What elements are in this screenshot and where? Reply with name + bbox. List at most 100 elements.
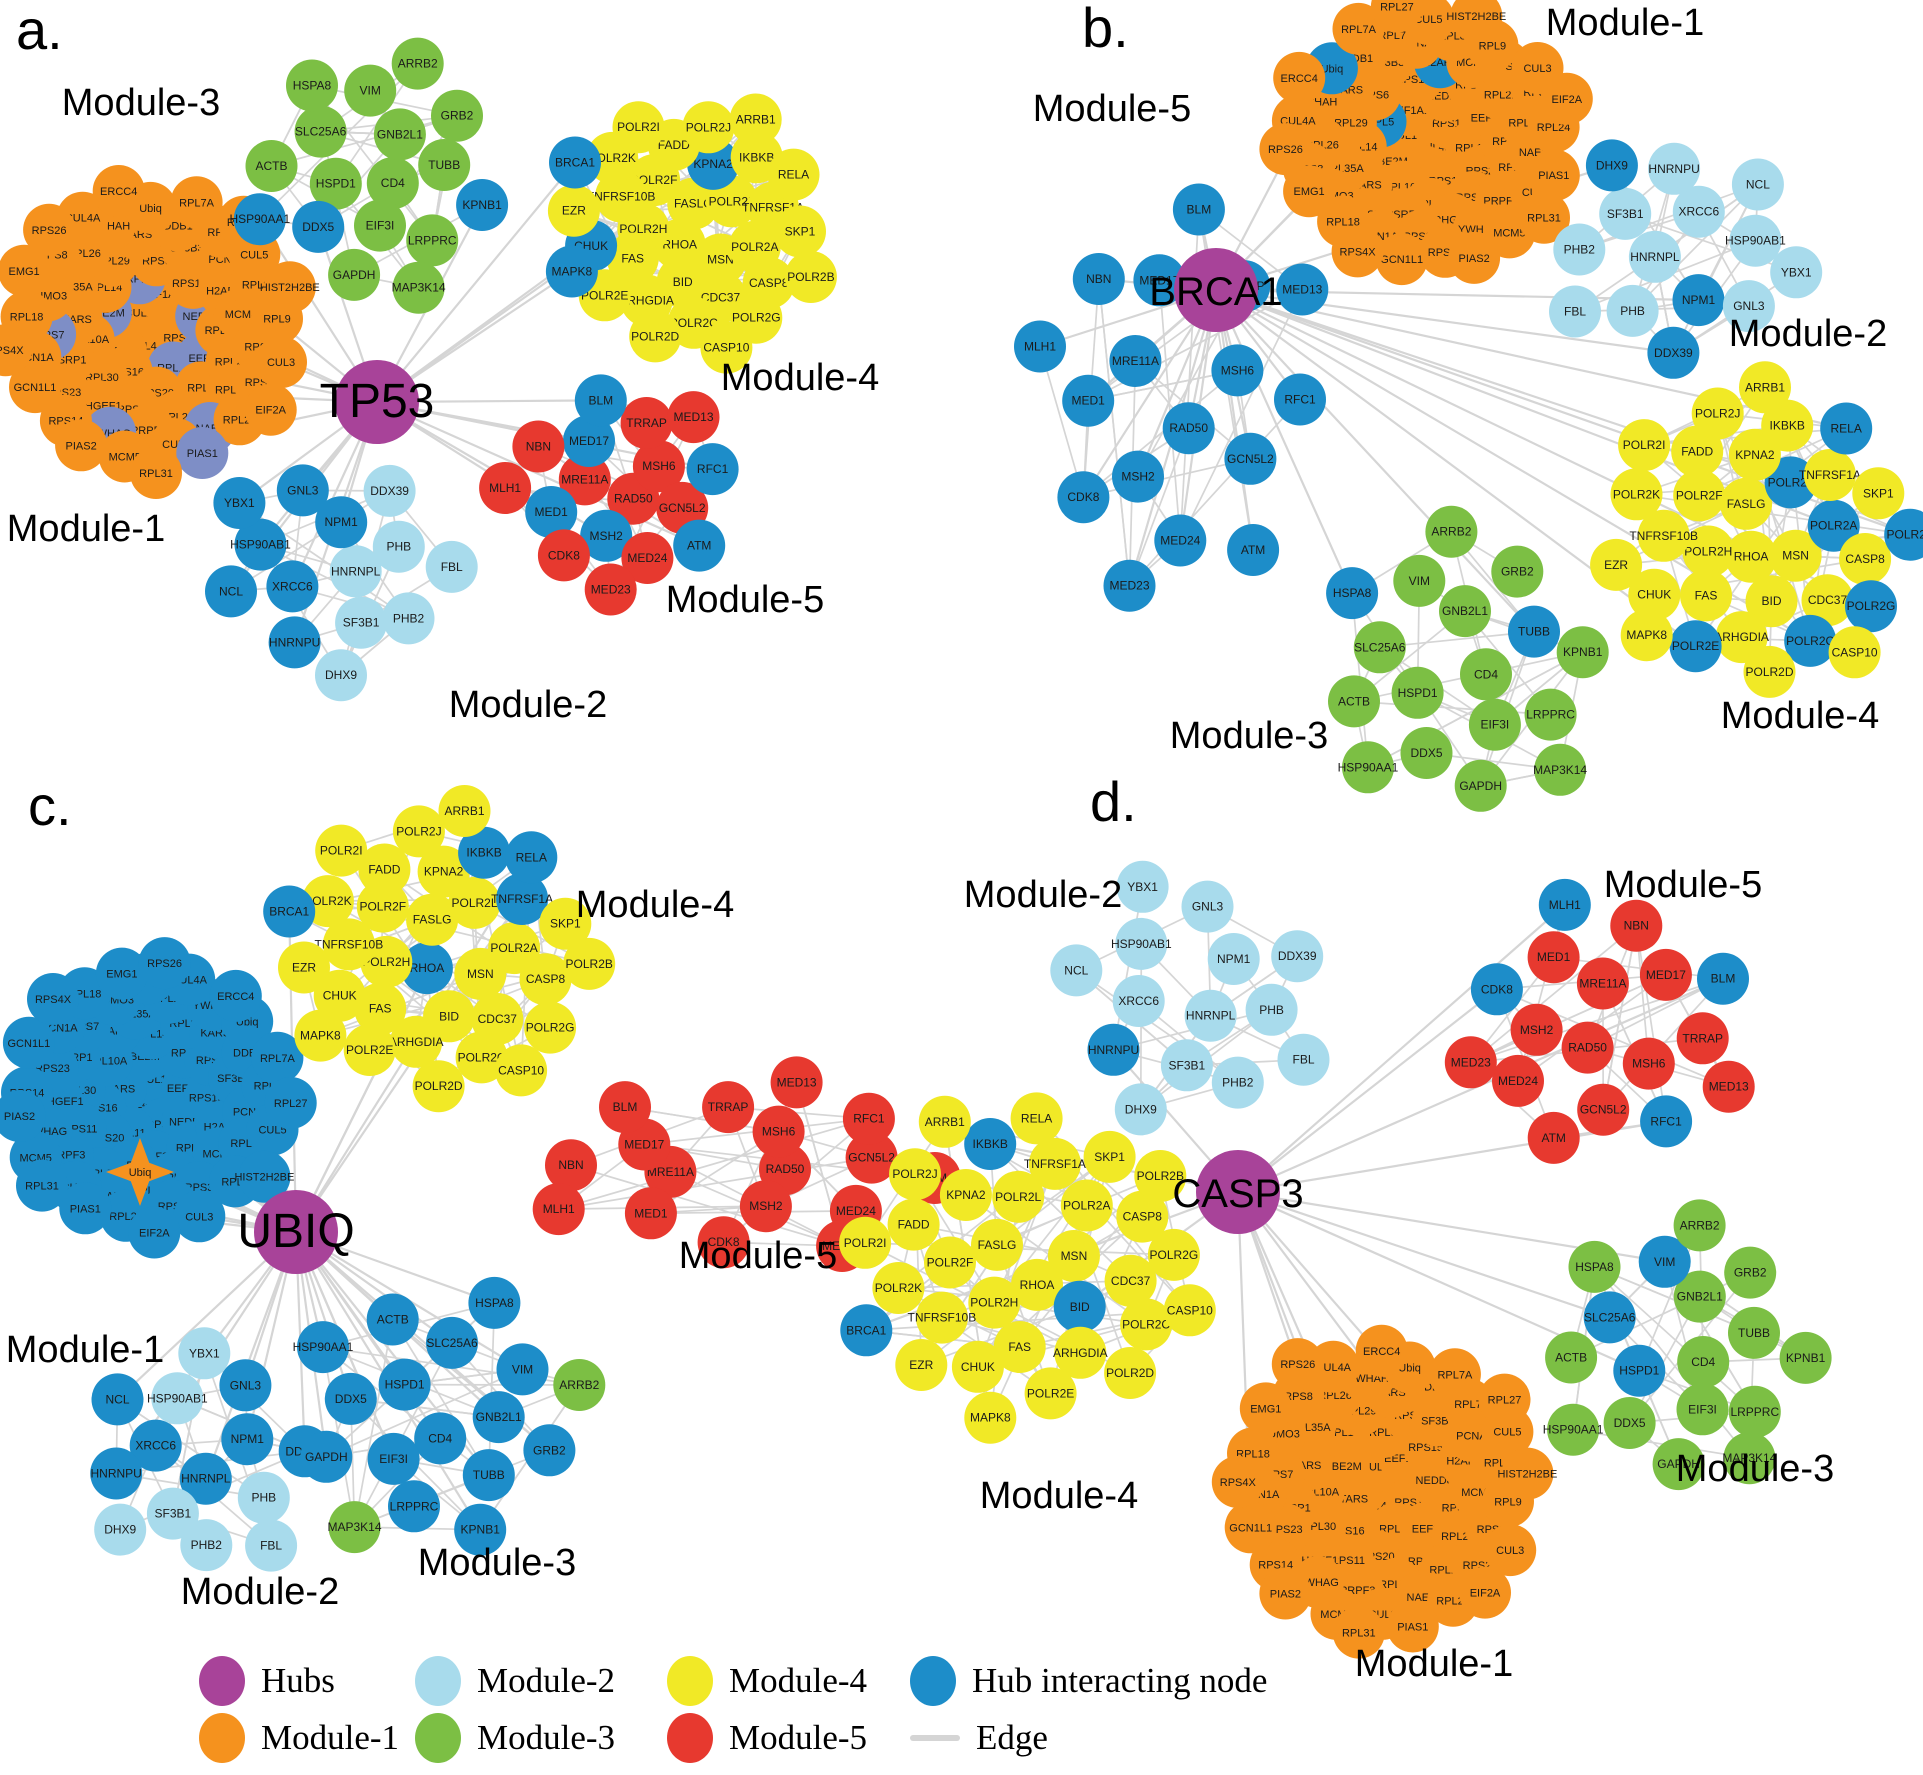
node-EMG1[interactable]: EMG1 (95, 947, 148, 1000)
node-ARRB1[interactable]: ARRB1 (438, 785, 491, 837)
node-RPL31[interactable]: RPL31 (1332, 1606, 1385, 1659)
node-XRCC6[interactable]: XRCC6 (1112, 975, 1165, 1027)
node-SKP1[interactable]: SKP1 (539, 897, 592, 950)
node-POLR2B[interactable]: POLR2B (563, 937, 616, 990)
node-BID[interactable]: BID (1745, 575, 1798, 628)
node-FBL[interactable]: FBL (425, 540, 478, 593)
node-POLR2C[interactable]: POLR2C (455, 1031, 508, 1084)
node-LRPPRC[interactable]: LRPPRC (388, 1480, 440, 1533)
node-GCN1L1[interactable]: GCN1L1 (1224, 1501, 1277, 1554)
node-POLR2I[interactable]: POLR2I (839, 1216, 892, 1269)
node-MSH6[interactable]: MSH6 (1211, 344, 1264, 397)
node-EIF2A[interactable]: EIF2A (1459, 1566, 1511, 1619)
node-GCN1L1[interactable]: GCN1L1 (2, 1016, 55, 1069)
node-MLH1[interactable]: MLH1 (479, 462, 532, 514)
node-RPS26[interactable]: RPS26 (1259, 123, 1312, 176)
node-NCL[interactable]: NCL (1731, 158, 1784, 211)
node-XRCC6[interactable]: XRCC6 (266, 560, 319, 613)
node-RPS26[interactable]: RPS26 (138, 937, 191, 990)
node-GRB2[interactable]: GRB2 (1491, 545, 1544, 598)
node-EMG1[interactable]: EMG1 (0, 244, 51, 297)
node-NBN[interactable]: NBN (545, 1139, 597, 1192)
node-TRRAP[interactable]: TRRAP (702, 1081, 755, 1134)
node-RPL7A[interactable]: RPL7A (1428, 1348, 1481, 1401)
node-MAP3K14[interactable]: MAP3K14 (327, 1501, 382, 1554)
node-ARHGDIA[interactable]: ARHGDIA (1714, 611, 1769, 664)
node-TNFRSF1A[interactable]: TNFRSF1A (491, 873, 553, 925)
node-POLR2E[interactable]: POLR2E (1024, 1367, 1077, 1420)
hub-ubiq[interactable]: UBIQ (237, 1190, 355, 1274)
node-RELA[interactable]: RELA (767, 148, 820, 201)
node-RHOA[interactable]: RHOA (1011, 1258, 1063, 1311)
node-POLR2F[interactable]: POLR2F (1673, 469, 1726, 522)
node-NPM1[interactable]: NPM1 (1672, 274, 1725, 327)
node-MED24[interactable]: MED24 (621, 532, 674, 584)
node-IKBKB[interactable]: IKBKB (458, 826, 511, 879)
node-RPL7A[interactable]: RPL7A (251, 1031, 304, 1084)
node-POLR2B[interactable]: POLR2B (1884, 508, 1923, 561)
node-CASP10[interactable]: CASP10 (700, 321, 753, 374)
node-FASLG[interactable]: FASLG (1720, 477, 1773, 530)
node-FAS[interactable]: FAS (606, 232, 659, 285)
node-CASP10[interactable]: CASP10 (1828, 626, 1881, 679)
node-MSH2[interactable]: MSH2 (1510, 1003, 1563, 1056)
node-POLR2E[interactable]: POLR2E (343, 1024, 396, 1076)
node-GCN1L1[interactable]: GCN1L1 (1375, 233, 1428, 286)
node-PHB2[interactable]: PHB2 (1553, 223, 1606, 276)
node-EZR[interactable]: EZR (1590, 538, 1643, 591)
node-NCL[interactable]: NCL (1050, 944, 1103, 997)
node-POLR2H[interactable]: POLR2H (968, 1276, 1021, 1329)
node-PIAS1[interactable]: PIAS1 (59, 1182, 112, 1235)
node-BLM[interactable]: BLM (574, 374, 627, 427)
node-YBX1[interactable]: YBX1 (178, 1327, 231, 1380)
node-EMG1[interactable]: EMG1 (1239, 1382, 1292, 1435)
node-PHB[interactable]: PHB (1245, 983, 1298, 1036)
node-EIF3I[interactable]: EIF3I (1676, 1383, 1729, 1436)
node-TUBB[interactable]: TUBB (418, 139, 471, 191)
node-POLR2J[interactable]: POLR2J (392, 805, 445, 858)
node-RPS4X[interactable]: RPS4X (27, 973, 79, 1025)
node-EIF2A[interactable]: EIF2A (1540, 72, 1593, 125)
node-ACTB[interactable]: ACTB (366, 1293, 419, 1346)
hub-tp53[interactable]: TP53 (320, 360, 435, 444)
node-ACTB[interactable]: ACTB (1328, 675, 1380, 728)
node-RPL7A[interactable]: RPL7A (170, 176, 223, 229)
node-RHOA[interactable]: RHOA (1725, 530, 1778, 583)
node-MRE11A[interactable]: MRE11A (1109, 335, 1162, 387)
node-HSP90AA1[interactable]: HSP90AA1 (229, 193, 290, 246)
node-MED1[interactable]: MED1 (1527, 931, 1580, 984)
node-EIF3I[interactable]: EIF3I (367, 1432, 420, 1485)
node-CASP10[interactable]: CASP10 (1163, 1284, 1216, 1337)
node-POLR2D[interactable]: POLR2D (629, 310, 682, 363)
node-CD4[interactable]: CD4 (366, 157, 419, 210)
node-MED13[interactable]: MED13 (1276, 263, 1329, 316)
node-HSPA8[interactable]: HSPA8 (286, 59, 338, 112)
node-RPL31[interactable]: RPL31 (130, 447, 182, 499)
node-ARRB1[interactable]: ARRB1 (1739, 361, 1791, 414)
node-MAPK8[interactable]: MAPK8 (1620, 609, 1673, 662)
node-PHB2[interactable]: PHB2 (1211, 1056, 1264, 1109)
node-MED24[interactable]: MED24 (1154, 514, 1207, 567)
node-TNFRSF10B[interactable]: TNFRSF10B (1629, 509, 1698, 562)
node-HSPA8[interactable]: HSPA8 (1326, 567, 1379, 620)
node-VIM[interactable]: VIM (1638, 1235, 1691, 1288)
node-TNFRSF1A[interactable]: TNFRSF1A (1024, 1137, 1086, 1190)
node-MED13[interactable]: MED13 (667, 391, 720, 444)
node-HSP90AA1[interactable]: HSP90AA1 (1338, 741, 1399, 794)
node-ARRB1[interactable]: ARRB1 (918, 1095, 971, 1148)
node-RFC1[interactable]: RFC1 (1640, 1095, 1693, 1148)
node-MED1[interactable]: MED1 (1062, 374, 1115, 427)
node-KPNB1[interactable]: KPNB1 (456, 179, 509, 231)
node-CD4[interactable]: CD4 (1677, 1336, 1730, 1388)
node-HNRNPL[interactable]: HNRNPL (1628, 230, 1681, 283)
node-FAS[interactable]: FAS (993, 1321, 1046, 1373)
node-VIM[interactable]: VIM (344, 64, 397, 117)
node-HNRNPU[interactable]: HNRNPU (1087, 1023, 1140, 1076)
node-MLH1[interactable]: MLH1 (1014, 320, 1066, 373)
node-ARRB2[interactable]: ARRB2 (1673, 1199, 1726, 1252)
node-YBX1[interactable]: YBX1 (1116, 860, 1169, 913)
node-RPL7A[interactable]: RPL7A (1332, 2, 1385, 55)
node-HIST2H2BE[interactable]: HIST2H2BE (234, 1150, 294, 1203)
node-HSPD1[interactable]: HSPD1 (378, 1358, 431, 1411)
node-GCN5L2[interactable]: GCN5L2 (1224, 432, 1277, 485)
